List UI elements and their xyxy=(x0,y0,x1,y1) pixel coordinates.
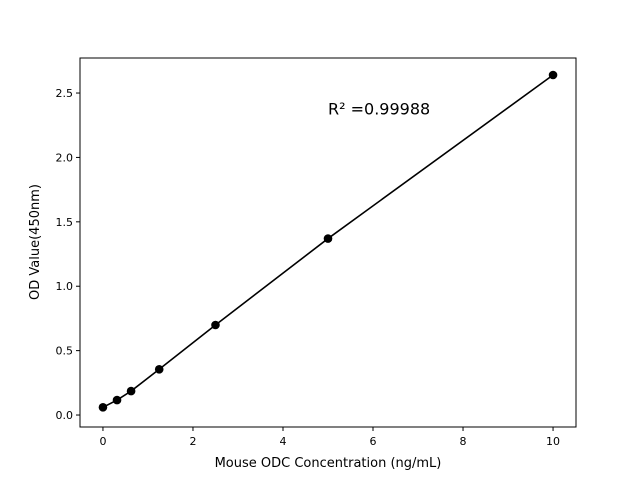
data-point xyxy=(98,402,108,412)
r-squared-annotation: R² =0.99988 xyxy=(328,99,430,118)
y-tick-label: 2.0 xyxy=(56,151,74,164)
y-tick-label: 1.5 xyxy=(56,216,74,229)
data-point xyxy=(126,386,136,396)
plot-frame xyxy=(79,57,577,428)
y-tick-label: 1.0 xyxy=(56,280,74,293)
x-tick-label: 2 xyxy=(189,435,196,448)
y-tick-label: 2.5 xyxy=(56,87,74,100)
x-tick-label: 4 xyxy=(279,435,286,448)
y-axis-label: OD Value(450nm) xyxy=(28,184,43,300)
y-tick-label: 0.5 xyxy=(56,345,74,358)
y-tick-label: 0.0 xyxy=(56,409,74,422)
x-tick-label: 0 xyxy=(99,435,106,448)
x-tick-label: 8 xyxy=(460,435,467,448)
data-point xyxy=(154,364,164,374)
x-tick-label: 10 xyxy=(546,435,560,448)
x-tick-label: 6 xyxy=(370,435,377,448)
x-axis-label: Mouse ODC Concentration (ng/mL) xyxy=(215,456,442,471)
data-point xyxy=(323,234,333,243)
data-point xyxy=(548,70,558,80)
data-point xyxy=(211,320,220,330)
data-point xyxy=(112,395,122,405)
